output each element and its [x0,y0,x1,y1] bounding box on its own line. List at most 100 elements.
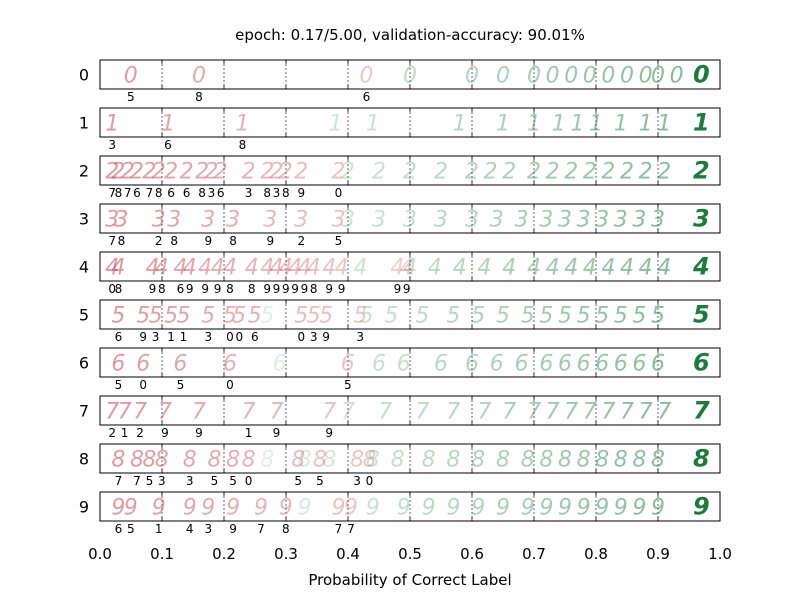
predicted-label: 9 [149,282,157,296]
predicted-label: 8 [282,186,290,200]
correct-sample: 2 [502,160,516,185]
predicted-label: 9 [186,282,194,296]
predicted-label: 3 [186,474,194,488]
correct-sample: 4 [453,256,467,281]
correct-sample: 9 [651,496,665,521]
predicted-label: 6 [183,186,191,200]
predicted-label: 0 [245,474,253,488]
correct-sample: 0 [564,64,578,89]
predicted-label: 7 [108,186,116,200]
correct-sample: 2 [693,157,710,185]
predicted-label: 9 [338,282,346,296]
misclassified-sample: 0 [359,64,373,89]
correct-sample: 9 [577,496,591,521]
predicted-label: 8 [158,282,166,296]
digit-row-4: 4 4 4 4 4 4 4 4 4 4 4 4 4 4 4 4404849484649494948484949… [79,251,721,296]
predicted-label: 5 [146,474,154,488]
correct-sample: 1 [496,112,510,137]
correct-sample: 6 [693,349,710,377]
misclassified-sample: 4 [322,256,336,281]
correct-sample: 1 [527,112,541,137]
misclassified-sample: 4 [307,256,321,281]
misclassified-sample: 4 [155,256,169,281]
row-frame-7 [99,395,721,426]
predicted-label: 7 [257,522,265,536]
correct-sample: 0 [670,64,684,89]
correct-sample: 3 [693,205,710,233]
predicted-label: 9 [229,522,237,536]
correct-sample: 7 [477,400,491,425]
correct-sample: 3 [403,208,417,233]
misclassified-sample: 5 [319,304,333,329]
row-frame-8 [99,443,721,474]
misclassified-sample: 6 [223,352,237,377]
chart-title: epoch: 0.17/5.00, validation-accuracy: 9… [235,26,585,44]
misclassified-sample: 7 [158,400,172,425]
correct-sample: 9 [446,496,460,521]
misclassified-sample: 4 [335,256,349,281]
correct-sample: 1 [693,109,710,137]
predicted-label: 5 [127,90,135,104]
predicted-label: 6 [133,186,141,200]
predicted-label: 8 [198,186,206,200]
correct-sample: 1 [614,112,628,137]
row-frame-0 [99,59,721,90]
predicted-label: 8 [310,282,318,296]
correct-sample: 5 [415,304,429,329]
predicted-label: 5 [316,474,324,488]
misclassified-sample: 4 [400,256,414,281]
correct-sample: 5 [496,304,510,329]
x-tick-label: 0.8 [584,545,608,563]
digit-row-5: 5 5 5 5 5 5 5 5 5 5 5 5 5 5 5 5 556595351515350505650535… [79,299,721,344]
correct-sample: 5 [577,304,591,329]
correct-sample: 8 [632,448,646,473]
correct-sample: 9 [471,496,485,521]
misclassified-sample: 9 [201,496,215,521]
predicted-label: 6 [115,522,123,536]
misclassified-sample: 2 [195,160,209,185]
correct-sample: 1 [329,112,343,137]
predicted-label: 8 [195,90,203,104]
predicted-label: 6 [363,90,371,104]
correct-sample: 8 [577,448,591,473]
misclassified-sample: 4 [288,256,302,281]
row-label-2: 2 [79,162,89,181]
predicted-label: 6 [164,138,172,152]
misclassified-sample: 8 [155,448,169,473]
predicted-label: 3 [204,522,212,536]
misclassified-sample: 8 [242,448,256,473]
x-tick-label: 0.3 [274,545,298,563]
row-label-5: 5 [79,306,89,325]
correct-sample: 6 [273,352,287,377]
correct-sample: 9 [539,496,553,521]
misclassified-sample: 4 [146,256,160,281]
misclassified-sample: 7 [322,400,336,425]
correct-sample: 5 [446,304,460,329]
predicted-label: 8 [170,234,178,248]
predicted-label: 8 [155,186,163,200]
digit-row-2: 2 2 2 2 2 2 2 2 2 2 2 2 2 2 2 2 227282726272826262823262… [79,155,721,200]
misclassified-sample: 5 [136,304,150,329]
misclassified-sample: 3 [294,208,308,233]
predicted-label: 9 [139,330,147,344]
misclassified-sample: 2 [260,160,274,185]
correct-sample: 4 [502,256,516,281]
correct-sample: 0 [601,64,615,89]
misclassified-sample: 9 [279,496,293,521]
correct-sample: 0 [546,64,560,89]
predicted-label: 8 [239,138,247,152]
predicted-label: 1 [167,330,175,344]
misclassified-sample: 9 [152,496,166,521]
misclassified-sample: 4 [183,256,197,281]
predicted-label: 6 [217,186,225,200]
correct-sample: 6 [595,352,609,377]
correct-sample: 6 [372,352,386,377]
correct-sample: 5 [595,304,609,329]
correct-sample: 8 [391,448,405,473]
predicted-label: 7 [133,474,141,488]
correct-sample: 3 [434,208,448,233]
